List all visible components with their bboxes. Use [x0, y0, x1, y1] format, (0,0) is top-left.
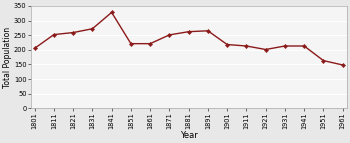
X-axis label: Year: Year	[180, 131, 197, 140]
Y-axis label: Total Population: Total Population	[4, 27, 13, 88]
